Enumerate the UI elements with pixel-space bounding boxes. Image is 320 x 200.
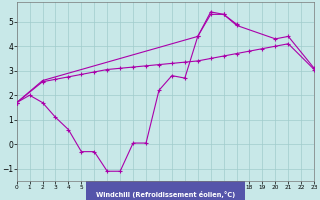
X-axis label: Windchill (Refroidissement éolien,°C): Windchill (Refroidissement éolien,°C) <box>96 191 235 198</box>
